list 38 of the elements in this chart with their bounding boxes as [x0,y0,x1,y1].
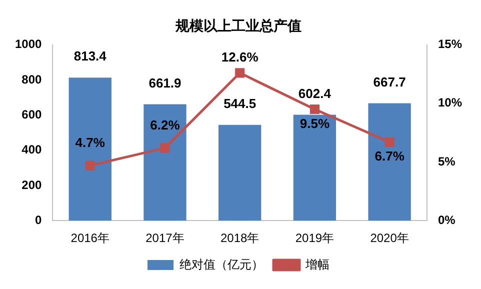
point [85,160,95,170]
bar [68,78,112,221]
legend-label: 增幅 [304,257,330,272]
x-tick-label: 2018年 [220,231,260,246]
point [384,137,394,147]
data-label: 544.5 [224,96,256,111]
bar [368,103,411,221]
chart-title: 规模以上工业总产值 [174,17,302,34]
x-tick-label: 2016年 [70,231,110,246]
data-label: 813.4 [74,48,108,64]
y-tick-label: 800 [22,72,42,86]
data-label: 4.7% [75,135,106,150]
data-label: 667.7 [373,74,406,90]
y2-tick-label: 10% [438,96,462,110]
point [310,104,320,114]
y-tick-label: 200 [22,178,42,192]
y-tick-label: 400 [22,142,42,157]
data-label: 6.7% [374,148,405,164]
bar [293,114,336,221]
bar [218,124,262,221]
data-label: 12.6% [221,50,259,65]
legend-label: 绝对值（亿元） [180,257,264,272]
y-tick-label: 0 [35,212,42,227]
x-tick-label: 2020年 [370,231,409,246]
bar [144,104,186,221]
y2-tick-label: 15% [438,37,462,52]
data-label: 9.5% [300,116,330,131]
x-tick-label: 2019年 [295,231,334,246]
y2-tick-label: 5% [438,154,456,168]
y2-tick-label: 0% [438,212,456,227]
point [160,143,170,153]
data-label: 661.9 [148,75,182,90]
point [235,68,245,78]
x-tick-label: 2017年 [146,231,184,246]
y-tick-label: 1000 [14,37,42,52]
data-label: 6.2% [150,118,180,133]
data-label: 602.4 [298,86,332,101]
y-tick-label: 600 [22,107,42,122]
